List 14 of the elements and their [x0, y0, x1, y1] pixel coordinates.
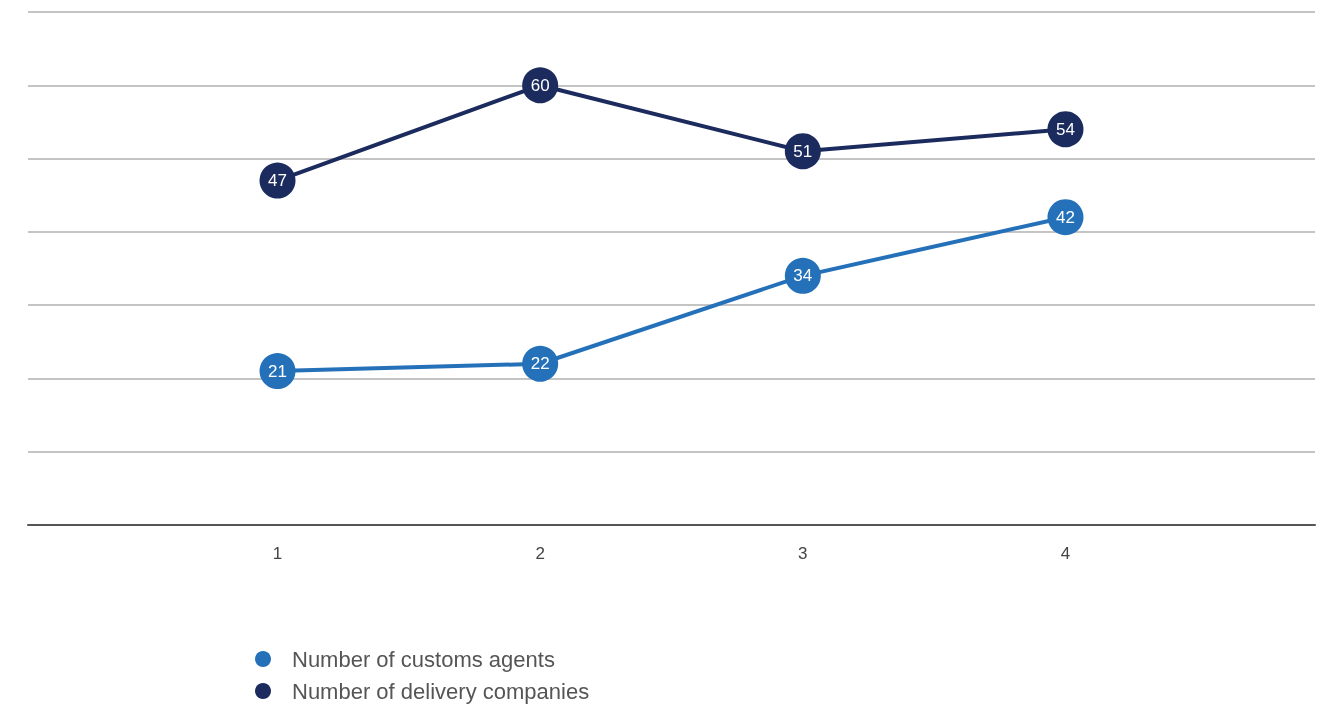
data-label: 47 [268, 171, 287, 191]
data-label: 22 [530, 354, 550, 374]
data-label: 21 [268, 361, 287, 381]
x-tick-label: 1 [272, 544, 283, 563]
data-label: 60 [530, 75, 550, 95]
legend-label: Number of delivery companies [292, 678, 590, 704]
data-label: 54 [1056, 119, 1075, 139]
data-label: 42 [1056, 207, 1075, 227]
x-tick-label: 3 [798, 544, 808, 563]
legend-label: Number of customs agents [292, 646, 555, 672]
data-label: 34 [793, 266, 813, 286]
x-tick-label: 4 [1060, 544, 1071, 563]
data-label: 51 [793, 141, 813, 161]
x-tick-label: 2 [535, 544, 545, 563]
